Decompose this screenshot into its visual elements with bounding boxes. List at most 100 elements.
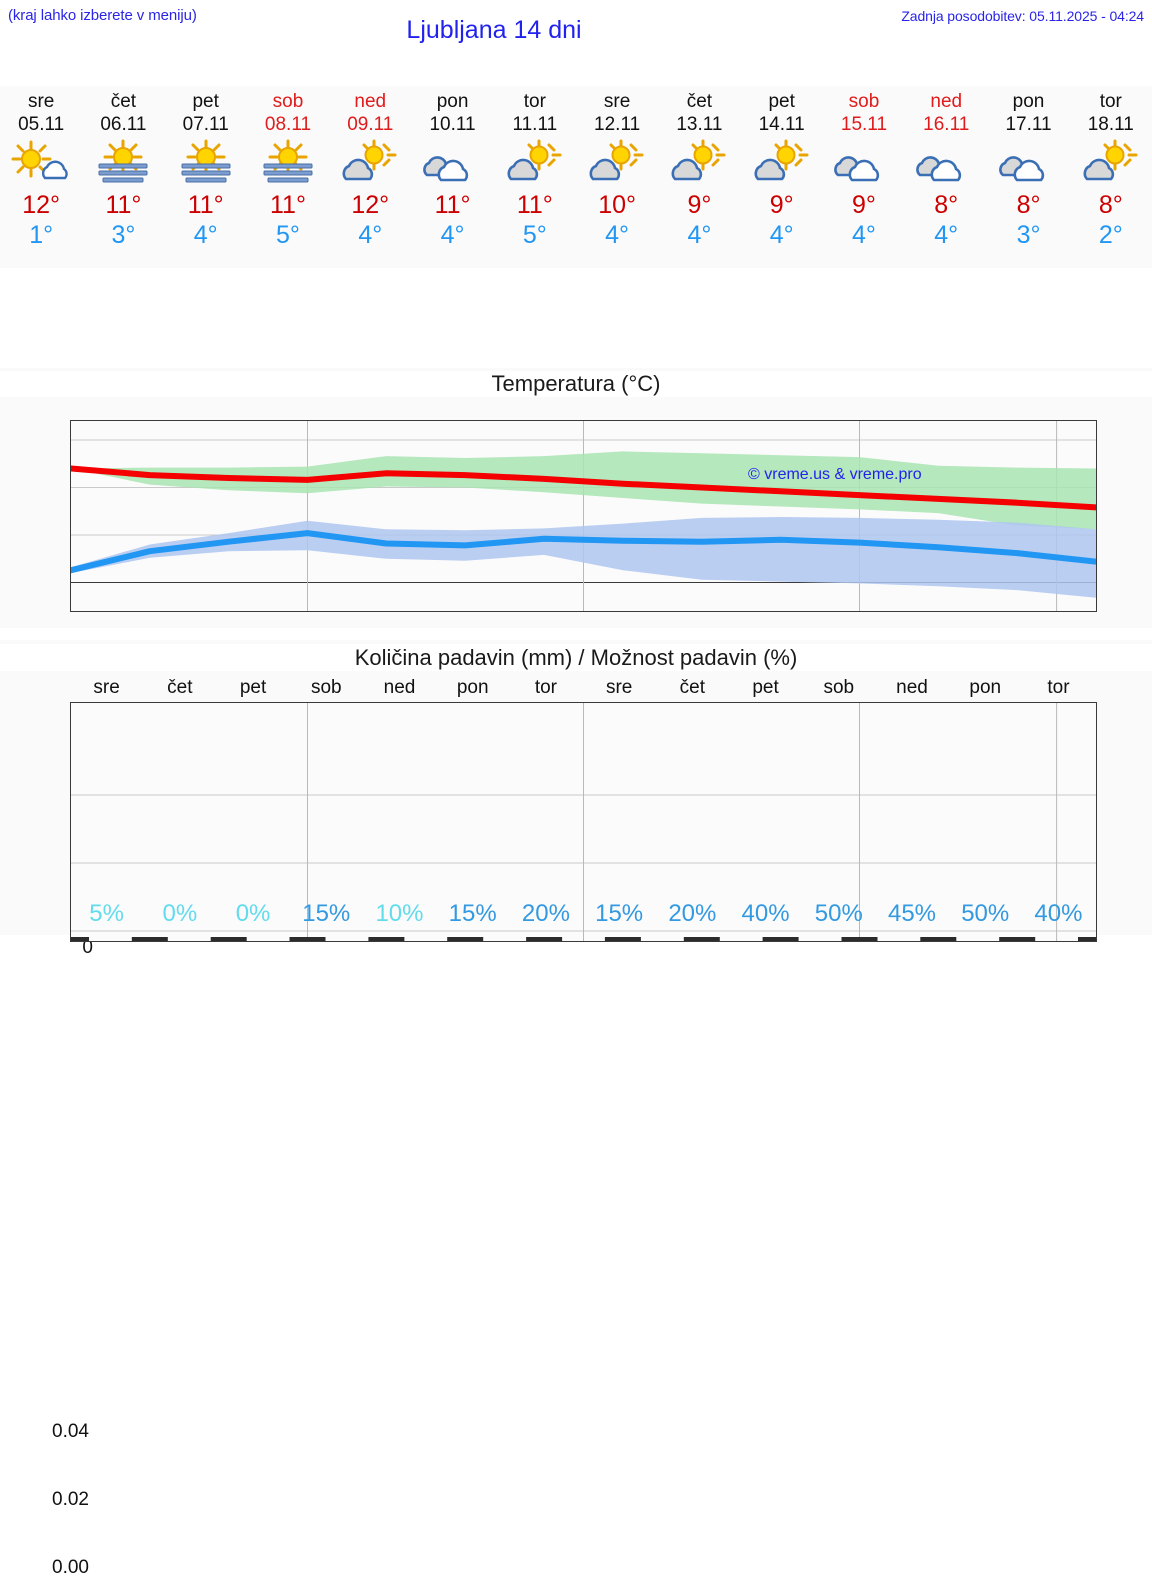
day-of-week: pet [192,91,219,112]
day-of-week: pon [436,91,469,112]
temp-min: 2° [1098,221,1123,249]
temp-max: 11° [187,191,224,219]
forecast-day-column[interactable]: ned 16.11 8° 4° [905,86,987,268]
precipitation-plot-area [70,702,1097,942]
day-date: 11.11 [512,114,558,135]
precipitation-day-label: sre [93,677,120,698]
temp-min: 1° [29,221,54,249]
temp-min: 4° [852,221,876,249]
forecast-day-column[interactable]: pon 10.11 11° 4° [411,86,493,268]
day-date: 15.11 [840,114,888,135]
day-date: 07.11 [182,114,229,135]
day-of-week: sre [603,91,631,112]
temp-min: 4° [193,221,218,249]
overcast-icon [995,139,1063,185]
forecast-day-column[interactable]: pon 17.11 8° 3° [987,86,1069,268]
day-of-week: sre [27,91,55,112]
temp-max: 8° [1098,191,1123,219]
precipitation-day-label: sob [823,677,855,698]
day-of-week: pet [768,91,795,112]
day-of-week: ned [354,91,387,112]
temperature-y-tick-label: 0 [82,936,93,958]
day-date: 05.11 [18,114,65,135]
temp-min: 3° [1016,221,1041,249]
forecast-day-column[interactable]: sob 08.11 11° 5° [247,86,329,268]
sun-cloud-icon [7,139,75,185]
precipitation-day-label: tor [534,677,558,698]
forecast-day-column[interactable]: tor 18.11 8° 2° [1070,86,1152,268]
temp-max: 9° [769,191,794,219]
temp-max: 11° [105,191,142,219]
forecast-day-column[interactable]: sre 05.11 12° 1° [0,86,82,268]
precipitation-day-label: čet [167,677,193,698]
precipitation-probability: 15% [302,900,351,927]
forecast-day-column[interactable]: pet 14.11 9° 4° [741,86,823,268]
precipitation-day-label: pet [752,677,779,698]
partly-cloudy-icon [665,139,733,185]
precipitation-probability: 5% [89,900,124,927]
precipitation-day-label: sre [605,677,633,698]
temperature-chart-title: Temperatura (°C) [0,371,1152,397]
precipitation-chart-title: Količina padavin (mm) / Možnost padavin … [0,644,1152,671]
precipitation-probability: 15% [448,900,497,927]
day-date: 17.11 [1005,114,1052,135]
day-date: 16.11 [923,114,970,135]
precipitation-y-tick-label: 0.00 [52,1557,89,1578]
sun-fog-icon [89,139,157,185]
temp-min: 3° [111,221,136,249]
sun-fog-icon [172,139,240,185]
sun-fog-icon [254,139,322,185]
temp-max: 11° [270,191,306,219]
forecast-day-column[interactable]: pet 07.11 11° 4° [165,86,247,268]
precipitation-day-label: ned [383,677,416,698]
precipitation-chart-panel: Količina padavin (mm) / Možnost padavin … [0,640,1152,1578]
overcast-icon [912,139,980,185]
overcast-icon [419,139,487,185]
precipitation-day-label: pet [239,677,267,698]
precipitation-probability: 0% [235,900,271,927]
day-date: 08.11 [264,114,312,135]
partly-cloudy-icon [501,139,569,185]
forecast-day-column[interactable]: ned 09.11 12° 4° [329,86,411,268]
precipitation-probability: 40% [1034,900,1083,927]
day-date: 10.11 [429,114,476,135]
forecast-day-column[interactable]: čet 13.11 9° 4° [658,86,740,268]
precipitation-day-label: sob [310,677,342,698]
page-header: (kraj lahko izberete v meniju) Ljubljana… [0,0,1152,48]
precipitation-probability: 40% [741,900,790,927]
day-of-week: čet [110,91,137,112]
temp-max: 8° [934,191,959,219]
temp-min: 5° [276,221,300,249]
precipitation-probability: 50% [961,900,1010,927]
precipitation-bars-svg [71,703,1096,941]
temp-max: 11° [516,191,553,219]
day-of-week: čet [686,91,713,112]
temp-max: 12° [351,191,390,219]
daily-forecast-strip: sre 05.11 12° 1° čet 06.11 11° 3° pet 07.11 11°… [0,86,1152,268]
temp-min: 4° [769,221,794,249]
forecast-day-column[interactable]: sob 15.11 9° 4° [823,86,905,268]
temp-min: 4° [687,221,712,249]
temp-max: 8° [1016,191,1041,219]
copyright-watermark: © vreme.us & vreme.pro [748,466,922,483]
forecast-day-column[interactable]: sre 12.11 10° 4° [576,86,658,268]
precipitation-day-label: pon [456,677,489,698]
day-date: 12.11 [594,114,641,135]
temp-max: 9° [852,191,876,219]
forecast-day-column[interactable]: čet 06.11 11° 3° [82,86,164,268]
temperature-plot-area [70,420,1097,612]
day-date: 14.11 [758,114,805,135]
precipitation-x-axis-labels: sre čet pet sob ned pon tor sre čet pet sob ned pon t… [70,676,1095,700]
overcast-icon [830,139,898,185]
temperature-series-svg [71,421,1096,611]
page-title: Ljubljana 14 dni [406,16,582,44]
precipitation-y-tick-label: 0.02 [52,1489,89,1510]
forecast-day-column[interactable]: tor 11.11 11° 5° [494,86,576,268]
day-date: 06.11 [100,114,147,135]
temp-min: 4° [605,221,630,249]
day-date: 13.11 [676,114,723,135]
temp-max: 9° [687,191,712,219]
precipitation-day-label: tor [1047,677,1070,698]
temp-max: 10° [598,191,637,219]
temp-max: 11° [434,191,471,219]
